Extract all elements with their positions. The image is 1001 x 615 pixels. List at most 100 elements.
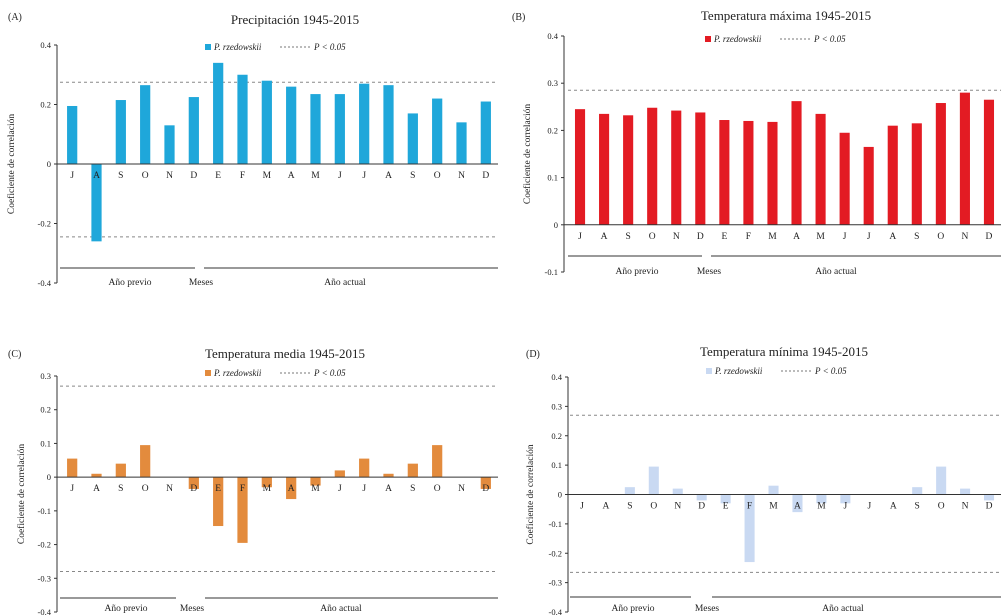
bar-4 — [140, 85, 151, 164]
chart-panel-temperatura-media-1945-2015: (C) Temperatura media 1945-2015 P. rzedows… — [8, 346, 498, 615]
legend-series-label: P. rzedowskii — [713, 34, 762, 44]
month-label: A — [793, 232, 800, 242]
month-label: M — [263, 484, 272, 494]
month-label: M — [311, 171, 320, 181]
bar-6 — [696, 494, 707, 501]
bar-3 — [624, 487, 635, 495]
group-label-current: Año actual — [320, 604, 362, 614]
legend-swatch — [705, 36, 711, 42]
y-tick-label: -0.3 — [549, 578, 562, 588]
month-label: J — [70, 171, 74, 181]
bar-9 — [768, 485, 779, 495]
bar-8 — [237, 477, 248, 543]
y-tick-label: 0 — [558, 490, 562, 500]
bar-16 — [432, 445, 443, 478]
y-axis-label: Coeficiente de correlación — [525, 444, 536, 544]
y-axis-label: Coeficiente de correlación — [6, 114, 17, 214]
bar-1 — [67, 458, 78, 478]
bar-12 — [334, 94, 345, 164]
month-label: A — [890, 502, 897, 512]
bar-11 — [816, 494, 827, 504]
bar-4 — [140, 445, 151, 478]
bar-17 — [960, 488, 971, 495]
month-label: O — [434, 484, 441, 494]
bar-11 — [310, 477, 321, 486]
legend-significance-label: P < 0.05 — [813, 34, 846, 44]
month-label: S — [410, 484, 415, 494]
bar-9 — [767, 121, 778, 225]
y-tick-label: 0.2 — [40, 405, 51, 415]
bar-12 — [839, 132, 850, 225]
month-label: D — [986, 232, 993, 242]
month-label: O — [938, 502, 945, 512]
bar-10 — [286, 477, 297, 500]
month-label: J — [843, 232, 847, 242]
group-label-previous: Año previo — [615, 267, 658, 277]
y-tick-label: 0 — [47, 159, 51, 169]
month-label: J — [844, 502, 848, 512]
bar-8 — [744, 494, 755, 563]
month-label: S — [915, 502, 920, 512]
month-label: E — [721, 232, 727, 242]
month-label: D — [698, 502, 705, 512]
month-label: J — [338, 484, 342, 494]
month-label: J — [362, 484, 366, 494]
y-tick-label: 0.4 — [40, 40, 51, 50]
bar-10 — [286, 86, 297, 164]
month-label: N — [673, 232, 680, 242]
y-tick-label: 0.3 — [40, 371, 51, 381]
legend: P. rzedowskii P < 0.05 — [705, 34, 846, 44]
month-label: N — [166, 171, 173, 181]
bar-3 — [115, 100, 126, 164]
bar-6 — [188, 97, 199, 164]
y-tick-label: -0.2 — [38, 540, 51, 550]
panel-letter: (C) — [8, 349, 21, 360]
month-label: O — [650, 502, 657, 512]
y-tick-label: -0.1 — [38, 506, 51, 516]
panel-letter: (B) — [512, 12, 525, 23]
legend-series-label: P. rzedowskii — [213, 368, 262, 378]
bar-11 — [815, 113, 826, 225]
legend: P. rzedowskii P < 0.05 — [205, 368, 346, 378]
month-label: A — [385, 484, 392, 494]
y-tick-label: -0.1 — [545, 267, 558, 277]
month-label: J — [338, 171, 342, 181]
month-label: J — [867, 232, 871, 242]
month-label: J — [578, 232, 582, 242]
bar-7 — [720, 494, 731, 504]
month-label: M — [817, 502, 826, 512]
y-tick-label: 0.3 — [551, 401, 562, 411]
group-label-current: Año actual — [822, 604, 864, 614]
y-axis-label: Coeficiente de correlación — [16, 444, 27, 544]
month-label: S — [118, 171, 123, 181]
bar-15 — [912, 487, 923, 495]
y-tick-label: 0.4 — [547, 31, 558, 41]
bar-12 — [334, 470, 345, 478]
month-label: S — [118, 484, 123, 494]
chart-title: Precipitación 1945-2015 — [231, 12, 359, 27]
chart-panel-temperatura-m-xima-1945-2015: (B) Temperatura máxima 1945-2015 P. rzedow… — [512, 8, 1001, 277]
month-label: A — [601, 232, 608, 242]
y-tick-label: 0.4 — [551, 372, 562, 382]
bar-10 — [791, 101, 802, 225]
bar-18 — [480, 101, 491, 164]
month-label: N — [674, 502, 681, 512]
bar-16 — [936, 466, 947, 495]
group-label-current: Año actual — [815, 267, 857, 277]
month-label: N — [458, 171, 465, 181]
bar-2 — [91, 164, 102, 242]
panel-letter: (A) — [8, 12, 22, 23]
month-label: A — [794, 502, 801, 512]
bar-7 — [213, 477, 224, 527]
y-tick-label: 0.2 — [551, 431, 562, 441]
legend-significance-label: P < 0.05 — [313, 42, 346, 52]
bar-12 — [840, 494, 851, 504]
y-tick-label: 0.1 — [551, 460, 562, 470]
y-tick-label: 0.1 — [40, 438, 51, 448]
month-label: M — [311, 484, 320, 494]
month-label: S — [410, 171, 415, 181]
month-label: J — [70, 484, 74, 494]
legend-series-label: P. rzedowskii — [714, 366, 763, 376]
month-label: A — [93, 484, 100, 494]
